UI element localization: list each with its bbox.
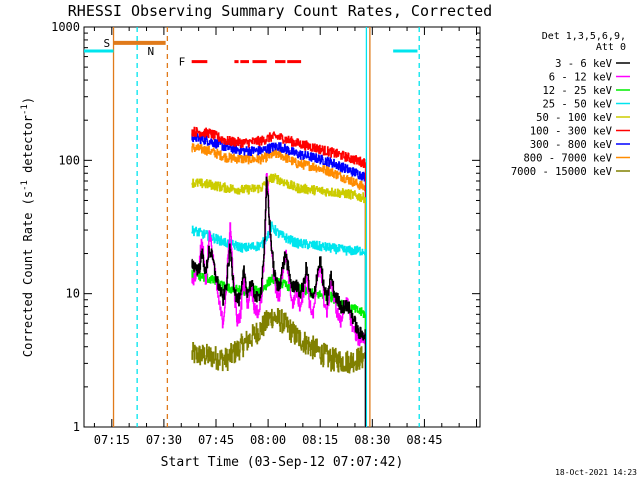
x-tick-label: 07:30 <box>146 433 182 447</box>
x-tick-label: 08:15 <box>302 433 338 447</box>
night-flag-label: N <box>148 45 155 58</box>
series-layer <box>191 126 366 427</box>
y-axis-label: Corrected Count Rate (s-1 detector-1) <box>20 97 35 357</box>
legend-entry-label: 3 - 6 keV <box>555 58 613 70</box>
legend-entry-label: 50 - 100 keV <box>536 112 613 124</box>
series-line <box>191 176 366 341</box>
y-axis: 1 10 100 1000 <box>51 20 480 434</box>
legend-header: Att 0 <box>596 42 626 53</box>
legend-entry-label: 6 - 12 keV <box>549 72 613 84</box>
x-axis-label: Start Time (03-Sep-12 07:07:42) <box>161 455 404 470</box>
series-line <box>191 173 366 204</box>
series-line <box>191 308 366 374</box>
series-line <box>191 173 366 347</box>
chart-title: RHESSI Observing Summary Count Rates, Co… <box>68 2 492 20</box>
y-axis-label-superscript: -1 <box>20 104 30 115</box>
x-tick-label: 08:30 <box>354 433 390 447</box>
plot-frame <box>83 26 481 428</box>
x-tick-label: 07:15 <box>94 433 130 447</box>
legend-header: Det 1,3,5,6,9, <box>542 31 626 42</box>
y-axis-label-superscript: -1 <box>20 180 30 191</box>
x-tick-label: 07:45 <box>198 433 234 447</box>
y-axis-label-part: Corrected Count Rate (s <box>21 191 35 357</box>
legend-entry-label: 25 - 50 keV <box>542 99 612 111</box>
flare-flag-label: F <box>179 56 186 69</box>
x-tick-label: 08:00 <box>250 433 286 447</box>
legend-entry-label: 800 - 7000 keV <box>523 153 612 165</box>
x-tick-label: 08:45 <box>406 433 442 447</box>
y-tick-label: 1000 <box>51 20 80 34</box>
saa-flag-label: S <box>104 37 111 50</box>
observing-flags: S N F <box>84 37 418 69</box>
legend-entry-label: 300 - 800 keV <box>530 139 613 151</box>
y-tick-label: 100 <box>58 153 80 167</box>
legend-entry-label: 12 - 25 keV <box>542 85 612 97</box>
y-axis-label-part: ) <box>21 97 35 104</box>
series-line <box>191 221 366 256</box>
x-axis: 07:15 07:30 07:45 08:00 08:15 08:30 08:45 <box>94 27 478 447</box>
timestamp: 18-Oct-2021 14:23 <box>555 468 637 477</box>
legend-entry-label: 7000 - 15000 keV <box>511 166 613 178</box>
attenuator-vertical-lines <box>112 27 420 427</box>
series-line <box>191 143 366 192</box>
y-axis-label-part: detector <box>21 115 35 180</box>
y-tick-label: 10 <box>66 287 80 301</box>
series-line <box>191 132 366 182</box>
legend-entry-label: 100 - 300 keV <box>530 126 613 138</box>
y-tick-label: 1 <box>73 420 80 434</box>
series-line <box>191 126 366 168</box>
legend: Det 1,3,5,6,9,Att 0 3 - 6 keV 6 - 12 keV12… <box>511 31 630 178</box>
